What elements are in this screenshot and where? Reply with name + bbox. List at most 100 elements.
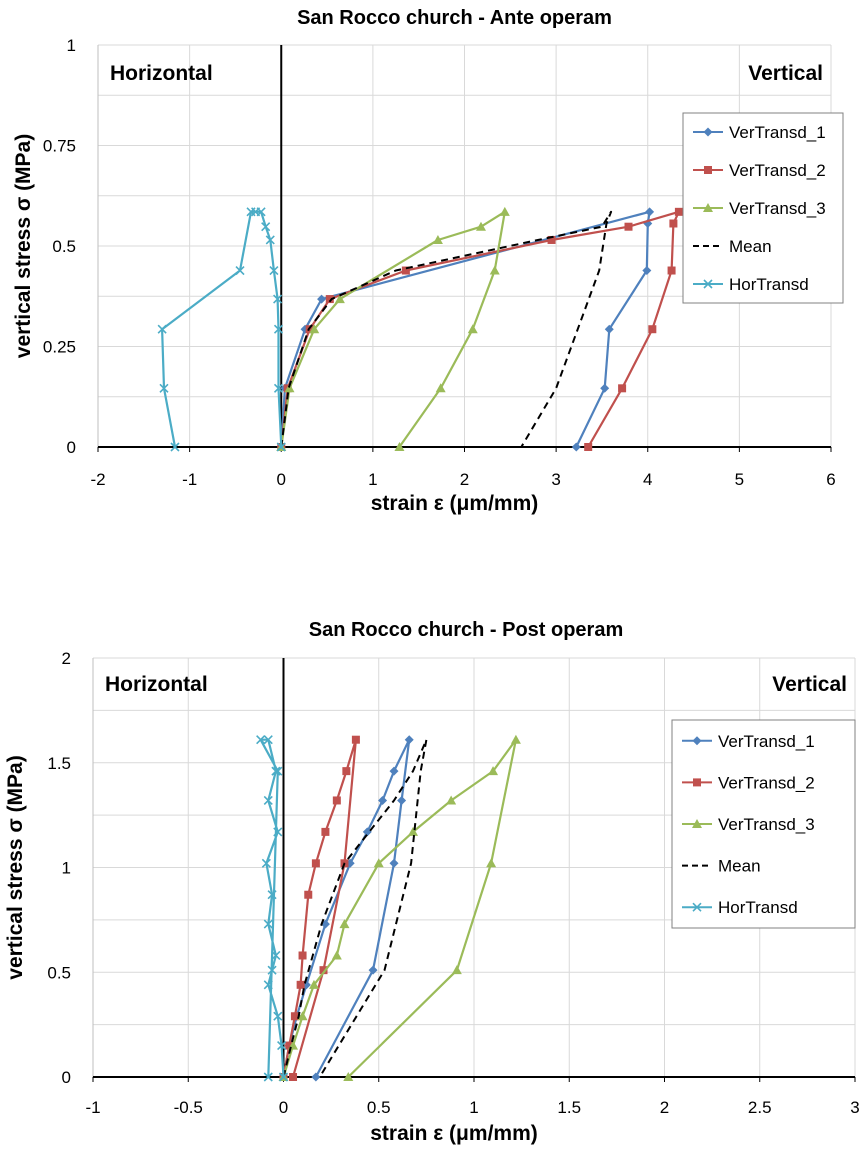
data-point — [373, 858, 384, 868]
legend-marker — [703, 279, 713, 289]
data-point — [600, 383, 610, 393]
x-tick-label: 4 — [643, 470, 652, 489]
data-point — [271, 766, 281, 776]
data-point — [273, 324, 284, 334]
x-tick-label: 5 — [735, 470, 744, 489]
data-point — [389, 766, 399, 776]
series-line — [282, 738, 428, 1078]
data-point — [308, 979, 319, 989]
legend-marker — [703, 127, 713, 137]
y-tick-label: 1 — [67, 36, 76, 55]
data-point — [263, 919, 273, 929]
chart-title: San Rocco church - Ante operam — [297, 7, 612, 29]
data-point — [339, 919, 350, 929]
data-point — [271, 950, 281, 961]
x-axis-title: strain ε (μm/mm) — [371, 492, 539, 515]
legend-label: VerTransd_2 — [729, 161, 826, 180]
x-tick-label: 0 — [279, 1098, 288, 1117]
data-point — [435, 383, 446, 393]
data-point — [489, 265, 500, 275]
y-tick-label: 0.25 — [43, 338, 76, 357]
data-point — [642, 266, 652, 276]
x-tick-label: 0.5 — [367, 1098, 391, 1117]
series-line — [161, 210, 283, 448]
legend-marker — [692, 736, 702, 746]
legend-marker — [692, 819, 702, 828]
data-point — [334, 294, 345, 304]
chart-ante-operam: San Rocco church - Ante operam -2 -1 0 1 2 3 4 5… — [0, 0, 865, 560]
data-point — [488, 766, 499, 776]
legend-label: VerTransd_1 — [718, 732, 815, 751]
x-tick-label: 6 — [826, 470, 835, 489]
series-hortransd — [157, 207, 286, 452]
y-axis-title: vertical stress σ (MPa) — [12, 134, 35, 358]
data-point — [547, 235, 556, 244]
legend-marker — [704, 166, 712, 174]
series-vertransd-3 — [276, 206, 510, 451]
x-tick-label: 3 — [551, 470, 560, 489]
legend-label: VerTransd_3 — [729, 199, 826, 218]
data-point — [157, 324, 167, 334]
data-point — [290, 1012, 299, 1021]
data-point — [278, 1072, 289, 1082]
chart-title: San Rocco church - Post operam — [309, 619, 624, 641]
legend-label: VerTransd_3 — [718, 815, 815, 834]
data-point — [277, 1041, 287, 1051]
data-point — [394, 442, 405, 451]
data-point — [273, 766, 283, 776]
data-point — [648, 325, 657, 334]
data-point — [624, 222, 633, 231]
data-point — [263, 735, 273, 745]
x-tick-label: 2.5 — [748, 1098, 772, 1117]
data-point — [408, 826, 419, 836]
series-line — [280, 210, 651, 448]
data-point — [311, 859, 320, 868]
chart-ante-operam-svg: San Rocco church - Ante operam -2 -1 0 1 2 3 4 5… — [12, 7, 844, 515]
y-tick-label: 0.5 — [47, 963, 71, 982]
data-point — [389, 858, 399, 868]
chart-post-operam: San Rocco church - Post operam -1 -0.5 0 0.5… — [0, 600, 865, 1149]
y-tick-label: 2 — [62, 649, 71, 668]
data-point — [159, 383, 169, 393]
x-tick-label: -0.5 — [174, 1098, 203, 1117]
y-tick-label: 1 — [62, 859, 71, 878]
annotation-horizontal: Horizontal — [105, 673, 208, 696]
series-vertransd-2 — [277, 207, 683, 451]
data-point — [319, 966, 328, 975]
x-tick-label: 0 — [277, 470, 286, 489]
data-point — [351, 735, 360, 744]
data-point — [486, 858, 497, 868]
legend-marker — [692, 902, 702, 912]
data-point — [261, 222, 271, 232]
data-point — [304, 890, 313, 899]
data-point — [267, 890, 277, 900]
data-point — [284, 383, 295, 393]
x-tick-label: 1 — [368, 470, 377, 489]
data-point — [269, 265, 279, 276]
data-point — [267, 965, 277, 975]
series-line — [280, 210, 681, 448]
data-point — [343, 1072, 354, 1081]
data-point — [297, 1011, 308, 1021]
series-line — [282, 738, 411, 1078]
data-point — [261, 858, 271, 868]
x-tick-label: -1 — [85, 1098, 100, 1117]
y-tick-label: 0.75 — [43, 137, 76, 156]
data-point — [273, 1011, 283, 1021]
data-point — [263, 795, 273, 806]
data-point — [499, 206, 510, 216]
data-point — [296, 980, 305, 989]
series-hortransd — [256, 735, 289, 1082]
x-tick-label: 3 — [850, 1098, 859, 1117]
data-point — [401, 266, 410, 275]
series-line — [282, 738, 518, 1078]
data-point — [311, 1072, 321, 1082]
data-point — [246, 207, 256, 217]
series-line — [282, 738, 357, 1078]
data-point — [510, 734, 521, 744]
x-tick-label: -2 — [90, 470, 105, 489]
data-point — [584, 443, 593, 451]
data-point — [404, 735, 414, 745]
chart-post-operam-svg: San Rocco church - Post operam -1 -0.5 0 0.5… — [4, 619, 860, 1145]
data-point — [235, 265, 245, 276]
